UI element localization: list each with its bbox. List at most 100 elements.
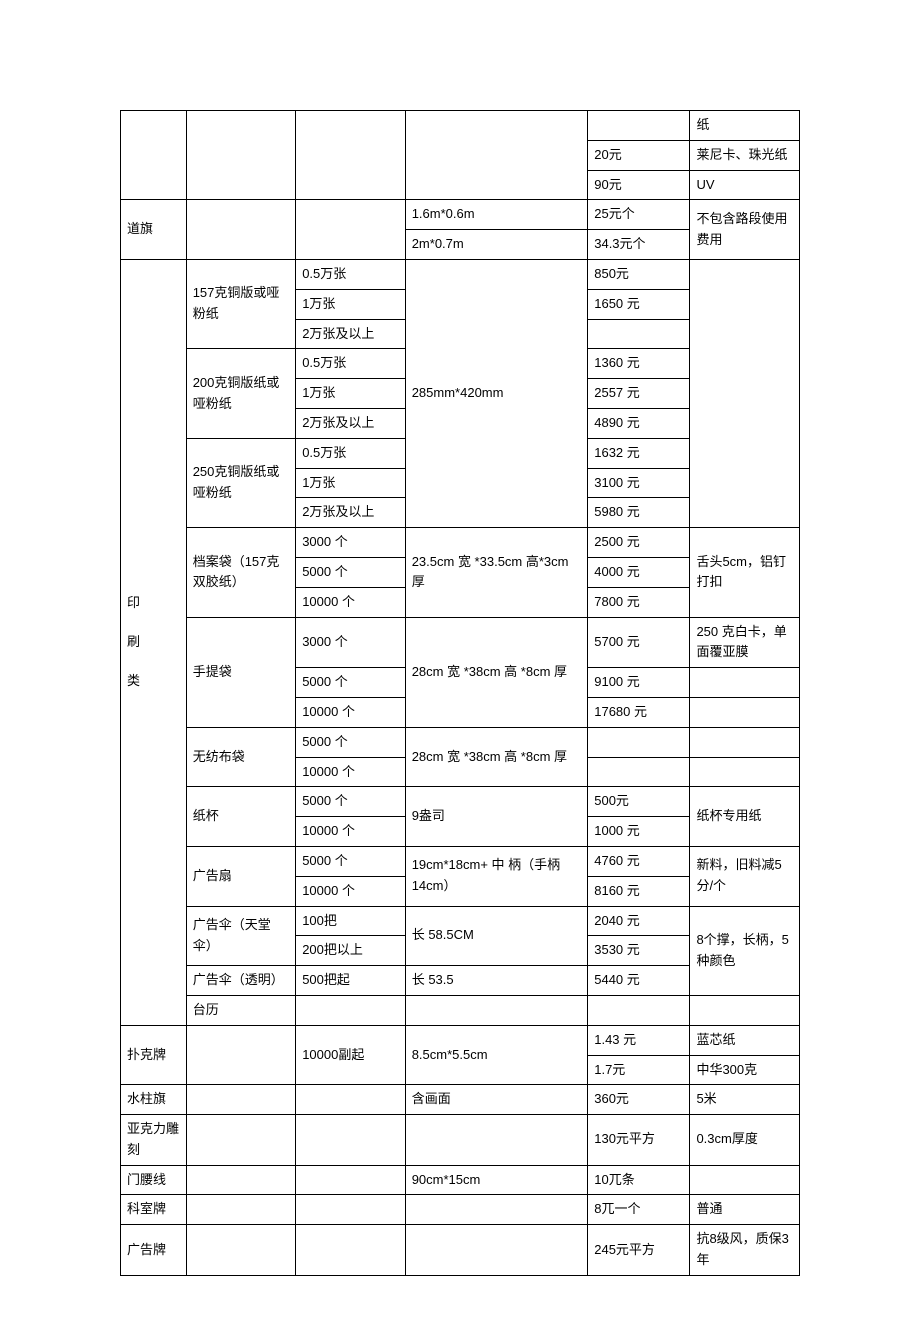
cell: 道旗 — [121, 200, 187, 260]
cell: 200克铜版纸或哑粉纸 — [186, 349, 296, 438]
cell: 28cm 宽 *38cm 高 *8cm 厚 — [405, 727, 588, 787]
cell: 10000副起 — [296, 1025, 406, 1085]
cell: 10000 个 — [296, 876, 406, 906]
cell: 1万张 — [296, 468, 406, 498]
cell — [588, 111, 690, 141]
cell: 8.5cm*5.5cm — [405, 1025, 588, 1085]
cell: 亚克力雕刻 — [121, 1115, 187, 1166]
cell: 5440 元 — [588, 966, 690, 996]
cell: 2040 元 — [588, 906, 690, 936]
table-row: 无纺布袋 5000 个 28cm 宽 *38cm 高 *8cm 厚 — [121, 727, 800, 757]
cell: 100把 — [296, 906, 406, 936]
cell: 科室牌 — [121, 1195, 187, 1225]
table-row: 扑克牌 10000副起 8.5cm*5.5cm 1.43 元 蓝芯纸 — [121, 1025, 800, 1055]
table-row: 亚克力雕刻 130元平方 0.3cm厚度 — [121, 1115, 800, 1166]
cell: 水柱旗 — [121, 1085, 187, 1115]
cell: 500把起 — [296, 966, 406, 996]
cell: 3000 个 — [296, 528, 406, 558]
cell: 长 53.5 — [405, 966, 588, 996]
label: 印 — [127, 593, 180, 614]
table-row: 道旗 1.6m*0.6m 25元个 不包含路段使用费用 — [121, 200, 800, 230]
category-print: 印 刷 类 — [121, 259, 187, 1025]
cell: 蓝芯纸 — [690, 1025, 800, 1055]
cell: 500元 — [588, 787, 690, 817]
cell: 245元平方 — [588, 1225, 690, 1276]
cell: 1万张 — [296, 379, 406, 409]
table-row: 手提袋 3000 个 28cm 宽 *38cm 高 *8cm 厚 5700 元 … — [121, 617, 800, 668]
cell: 0.5万张 — [296, 259, 406, 289]
cell: 5000 个 — [296, 668, 406, 698]
cell: 10000 个 — [296, 757, 406, 787]
cell: 3100 元 — [588, 468, 690, 498]
table-row: 广告伞（天堂伞） 100把 长 58.5CM 2040 元 8个撑，长柄，5种颜… — [121, 906, 800, 936]
cell: 1.43 元 — [588, 1025, 690, 1055]
table-row: 门腰线 90cm*15cm 10兀条 — [121, 1165, 800, 1195]
table-row: 科室牌 8兀一个 普通 — [121, 1195, 800, 1225]
cell: 7800 元 — [588, 587, 690, 617]
cell: 10000 个 — [296, 697, 406, 727]
cell: 1.7元 — [588, 1055, 690, 1085]
cell: 4890 元 — [588, 408, 690, 438]
table-row: 广告牌 245元平方 抗8级风，质保3年 — [121, 1225, 800, 1276]
cell: 5000 个 — [296, 557, 406, 587]
cell: 8个撑，长柄，5种颜色 — [690, 906, 800, 995]
cell: 1.6m*0.6m — [405, 200, 588, 230]
cell: 360元 — [588, 1085, 690, 1115]
cell: 0.5万张 — [296, 438, 406, 468]
table-row: 台历 — [121, 995, 800, 1025]
cell: 普通 — [690, 1195, 800, 1225]
cell: 档案袋（157克双胶纸） — [186, 528, 296, 617]
table-row: 水柱旗 含画面 360元 5米 — [121, 1085, 800, 1115]
cell: 9100 元 — [588, 668, 690, 698]
cell: 0.3cm厚度 — [690, 1115, 800, 1166]
cell: 纸杯专用纸 — [690, 787, 800, 847]
cell: 2万张及以上 — [296, 319, 406, 349]
cell: 抗8级风，质保3年 — [690, 1225, 800, 1276]
cell: 90元 — [588, 170, 690, 200]
cell: 5000 个 — [296, 787, 406, 817]
cell: 台历 — [186, 995, 296, 1025]
table-row: 印 刷 类 157克铜版或哑粉纸 0.5万张 285mm*420mm 850元 — [121, 259, 800, 289]
cell: 广告伞（天堂伞） — [186, 906, 296, 966]
cell: 8兀一个 — [588, 1195, 690, 1225]
cell: 广告扇 — [186, 846, 296, 906]
cell: 250克铜版纸或哑粉纸 — [186, 438, 296, 527]
cell: 纸杯 — [186, 787, 296, 847]
table-row: 纸杯 5000 个 9盎司 500元 纸杯专用纸 — [121, 787, 800, 817]
cell: 130元平方 — [588, 1115, 690, 1166]
cell: 10000 个 — [296, 817, 406, 847]
cell: 17680 元 — [588, 697, 690, 727]
cell: 34.3元个 — [588, 230, 690, 260]
cell: 250 克白卡，单面覆亚膜 — [690, 617, 800, 668]
cell: 285mm*420mm — [405, 259, 588, 527]
cell: 4760 元 — [588, 846, 690, 876]
cell: 扑克牌 — [121, 1025, 187, 1085]
cell: 3000 个 — [296, 617, 406, 668]
cell: 5000 个 — [296, 727, 406, 757]
cell: 不包含路段使用费用 — [690, 200, 800, 260]
pricing-table: 纸 20元 莱尼卡、珠光纸 90元 UV 道旗 1.6m*0.6m 25元个 不… — [120, 110, 800, 1276]
cell: 莱尼卡、珠光纸 — [690, 140, 800, 170]
cell: 2m*0.7m — [405, 230, 588, 260]
cell: 1650 元 — [588, 289, 690, 319]
cell: 无纺布袋 — [186, 727, 296, 787]
cell: 1000 元 — [588, 817, 690, 847]
cell: 90cm*15cm — [405, 1165, 588, 1195]
cell: 5980 元 — [588, 498, 690, 528]
table-row: 纸 — [121, 111, 800, 141]
cell: 10000 个 — [296, 587, 406, 617]
cell: 纸 — [690, 111, 800, 141]
cell: 25元个 — [588, 200, 690, 230]
cell: 5000 个 — [296, 846, 406, 876]
cell: 850元 — [588, 259, 690, 289]
cell: 含画面 — [405, 1085, 588, 1115]
cell: 2557 元 — [588, 379, 690, 409]
cell: 0.5万张 — [296, 349, 406, 379]
cell: 157克铜版或哑粉纸 — [186, 259, 296, 348]
cell: 2万张及以上 — [296, 408, 406, 438]
table-row: 广告扇 5000 个 19cm*18cm+ 中 柄（手柄14cm） 4760 元… — [121, 846, 800, 876]
cell: 5米 — [690, 1085, 800, 1115]
cell: 3530 元 — [588, 936, 690, 966]
cell: 19cm*18cm+ 中 柄（手柄14cm） — [405, 846, 588, 906]
cell: 广告伞（透明） — [186, 966, 296, 996]
